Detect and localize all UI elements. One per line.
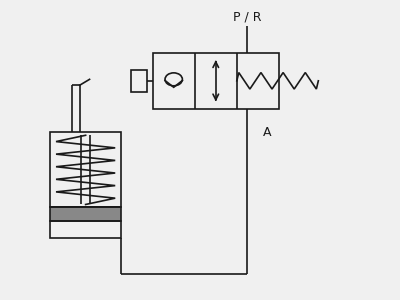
Bar	[50, 207, 121, 221]
Bar	[50, 221, 121, 238]
Bar	[50, 132, 121, 207]
Text: A: A	[263, 126, 271, 139]
Text: P / R: P / R	[233, 11, 262, 24]
Bar	[153, 53, 279, 109]
Bar	[131, 70, 147, 92]
